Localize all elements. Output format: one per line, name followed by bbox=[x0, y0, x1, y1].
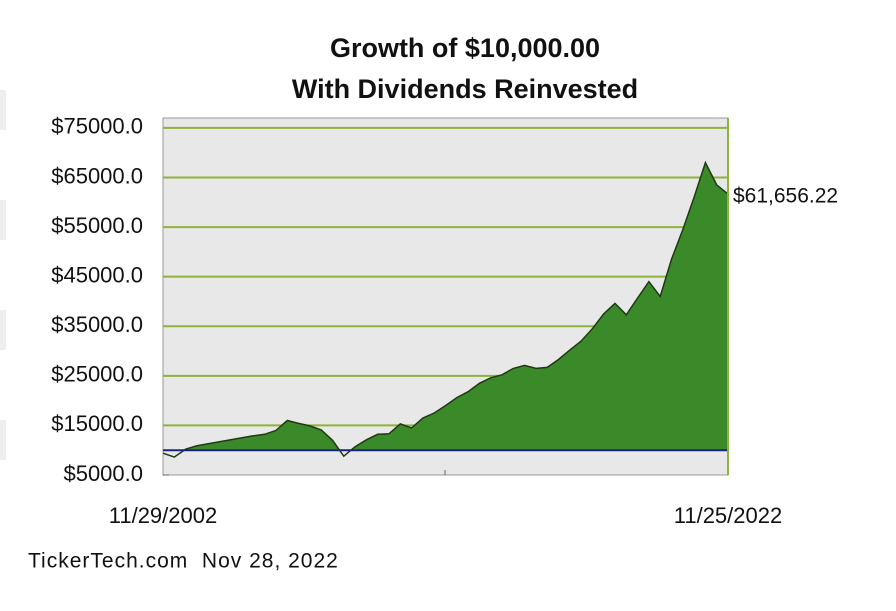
chart-title: Growth of $10,000.00 bbox=[330, 33, 600, 63]
edge-strip bbox=[0, 420, 6, 460]
x-tick-label: 11/25/2022 bbox=[674, 503, 782, 528]
y-tick-label: $75000.0 bbox=[51, 114, 143, 139]
edge-strip bbox=[0, 90, 6, 130]
y-tick-label: $5000.0 bbox=[63, 461, 143, 486]
chart-subtitle: With Dividends Reinvested bbox=[292, 74, 638, 104]
line bbox=[162, 160, 729, 458]
y-tick-label: $25000.0 bbox=[51, 362, 143, 387]
y-tick-label: $35000.0 bbox=[51, 312, 143, 337]
edge-strip bbox=[0, 310, 6, 350]
y-tick-label: $55000.0 bbox=[51, 213, 143, 238]
footer: TickerTech.com Nov 28, 2022 bbox=[28, 550, 339, 573]
y-tick-label: $65000.0 bbox=[51, 163, 143, 188]
y-tick-label: $15000.0 bbox=[51, 411, 143, 436]
y-tick-label: $45000.0 bbox=[51, 262, 143, 287]
x-tick-label: 11/29/2002 bbox=[109, 503, 217, 528]
edge-strip bbox=[0, 200, 6, 240]
area bbox=[163, 162, 728, 451]
value-label: $61,656.22 bbox=[733, 185, 838, 208]
